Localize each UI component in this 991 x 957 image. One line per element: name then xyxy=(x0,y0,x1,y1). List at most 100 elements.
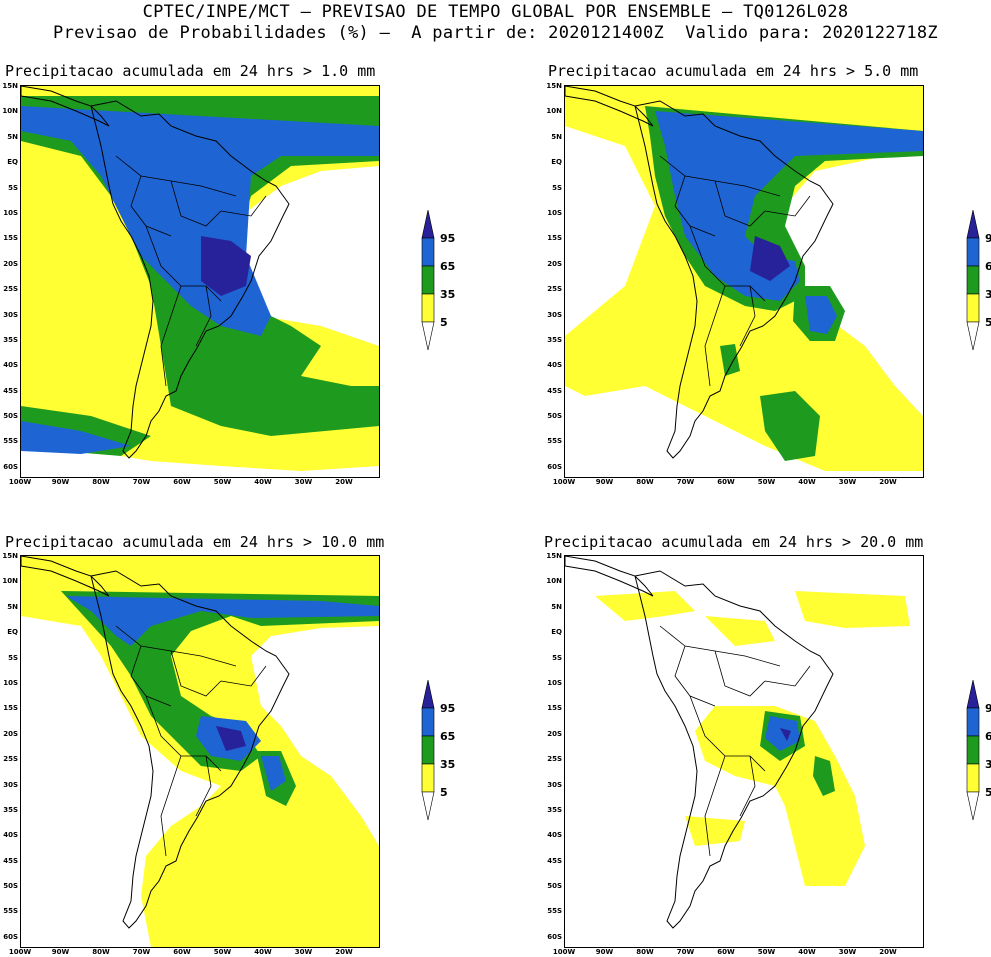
x-tick-label: 40W xyxy=(254,948,272,956)
x-tick-label: 100W xyxy=(8,948,32,956)
panel-title-4: Precipitacao acumulada em 24 hrs > 20.0 … xyxy=(544,533,924,551)
y-tick-label: 15N xyxy=(2,552,18,560)
colorbar-band-green xyxy=(421,265,435,295)
y-tick-label: 15S xyxy=(547,234,562,243)
y-tick-label: 10N xyxy=(546,107,562,116)
colorbar-level-label: 5 xyxy=(440,316,448,329)
prob-region-green xyxy=(720,344,740,376)
x-tick-label: 30W xyxy=(294,478,313,486)
y-tick-label: 10S xyxy=(547,208,562,217)
y-tick-label: 55S xyxy=(547,907,562,916)
y-tick-label: 5S xyxy=(8,183,18,192)
colorbar-level-label: 35 xyxy=(440,288,456,301)
colorbar-legend: 95 65 35 5 xyxy=(963,210,991,355)
x-tick-label: 40W xyxy=(798,478,816,486)
prob-region-yellow xyxy=(595,591,695,621)
panel-title-1: Precipitacao acumulada em 24 hrs > 1.0 m… xyxy=(5,62,376,80)
y-tick-label: 45S xyxy=(3,386,18,395)
probability-map-4 xyxy=(564,555,924,948)
x-tick-label: 90W xyxy=(595,478,614,486)
y-tick-label: 50S xyxy=(547,882,562,891)
central-america-outline xyxy=(565,86,654,127)
y-tick-label: 55S xyxy=(3,437,18,446)
x-tick-label: 70W xyxy=(676,948,695,956)
x-tick-label: 50W xyxy=(213,478,232,486)
x-tick-label: 80W xyxy=(92,478,110,486)
prob-region-blue xyxy=(66,596,379,646)
x-tick-label: 20W xyxy=(335,948,353,956)
colorbar-level-label: 5 xyxy=(985,316,991,329)
prob-region-navy xyxy=(780,728,791,741)
colorbar-level-label: 65 xyxy=(440,730,456,743)
y-tick-label: 10S xyxy=(547,678,562,687)
central-america-outline xyxy=(565,556,654,597)
colorbar-bottom-triangle xyxy=(966,791,980,821)
y-tick-label: 5S xyxy=(552,653,562,662)
x-tick-label: 90W xyxy=(51,948,70,956)
y-tick-label: 40S xyxy=(547,831,562,840)
colorbar-level-label: 95 xyxy=(440,702,456,715)
x-tick-label: 60W xyxy=(173,948,191,956)
x-tick-label: 90W xyxy=(51,478,70,486)
y-tick-label: 20S xyxy=(547,259,562,268)
y-tick-label: 15S xyxy=(3,234,18,243)
prob-region-navy xyxy=(201,236,251,296)
colorbar-level-label: 95 xyxy=(985,702,991,715)
y-tick-label: 35S xyxy=(3,335,18,344)
colorbar-band-blue xyxy=(966,707,980,737)
colorbar-level-label: 5 xyxy=(985,786,991,799)
y-tick-label: 40S xyxy=(547,361,562,370)
colorbar-bottom-triangle xyxy=(421,791,435,821)
y-tick-label: EQ xyxy=(551,158,562,167)
y-tick-label: EQ xyxy=(551,628,562,637)
x-tick-label: 80W xyxy=(92,948,110,956)
panel-title-3: Precipitacao acumulada em 24 hrs > 10.0 … xyxy=(5,533,385,551)
prob-region-blue xyxy=(655,111,923,301)
colorbar-band-yellow xyxy=(966,763,980,793)
colorbar-legend: 95 65 35 5 xyxy=(963,680,991,825)
prob-region-blue xyxy=(261,756,286,791)
y-tick-label: 50S xyxy=(3,882,18,891)
prob-region-yellow xyxy=(705,616,775,646)
header-title: CPTEC/INPE/MCT – PREVISAO DE TEMPO GLOBA… xyxy=(142,2,849,22)
colorbar-band-blue xyxy=(421,237,435,267)
y-tick-label: 45S xyxy=(547,386,562,395)
prob-region-blue xyxy=(805,296,837,334)
y-tick-label: 15N xyxy=(546,552,562,560)
y-tick-label: 25S xyxy=(547,755,562,764)
prob-region-navy xyxy=(750,236,790,281)
y-tick-label: 10N xyxy=(546,577,562,586)
prob-region-blue xyxy=(21,421,131,454)
colorbar-top-triangle xyxy=(421,680,435,709)
colorbar-band-yellow xyxy=(966,293,980,323)
y-tick-label: 20S xyxy=(3,729,18,738)
y-tick-label: 10S xyxy=(3,678,18,687)
central-america-outline xyxy=(21,86,110,127)
x-tick-label: 70W xyxy=(676,478,695,486)
y-tick-label: 40S xyxy=(3,831,18,840)
colorbar-level-label: 65 xyxy=(440,260,456,273)
colorbar-level-label: 5 xyxy=(440,786,448,799)
colorbar-legend: 95 65 35 5 xyxy=(418,210,472,355)
y-tick-label: 20S xyxy=(547,729,562,738)
y-tick-label: 5N xyxy=(7,602,18,611)
probability-map-3 xyxy=(20,555,380,948)
y-tick-label: 60S xyxy=(547,932,562,941)
y-tick-label: 35S xyxy=(3,805,18,814)
prob-region-blue xyxy=(21,106,379,336)
x-tick-label: 20W xyxy=(879,478,897,486)
x-tick-label: 70W xyxy=(132,478,151,486)
colorbar-level-label: 65 xyxy=(985,260,991,273)
colorbar-level-label: 35 xyxy=(985,758,991,771)
y-tick-label: 30S xyxy=(3,780,18,789)
y-tick-label: 45S xyxy=(3,856,18,865)
y-tick-label: 60S xyxy=(547,462,562,471)
x-tick-label: 100W xyxy=(552,948,576,956)
probability-map-2 xyxy=(564,85,924,478)
header-subtitle: Previsao de Probabilidades (%) – A parti… xyxy=(53,23,938,43)
colorbar-level-label: 95 xyxy=(985,232,991,245)
colorbar-band-green xyxy=(966,735,980,765)
y-tick-label: 15S xyxy=(3,704,18,713)
x-tick-label: 70W xyxy=(132,948,151,956)
x-tick-label: 30W xyxy=(294,948,313,956)
